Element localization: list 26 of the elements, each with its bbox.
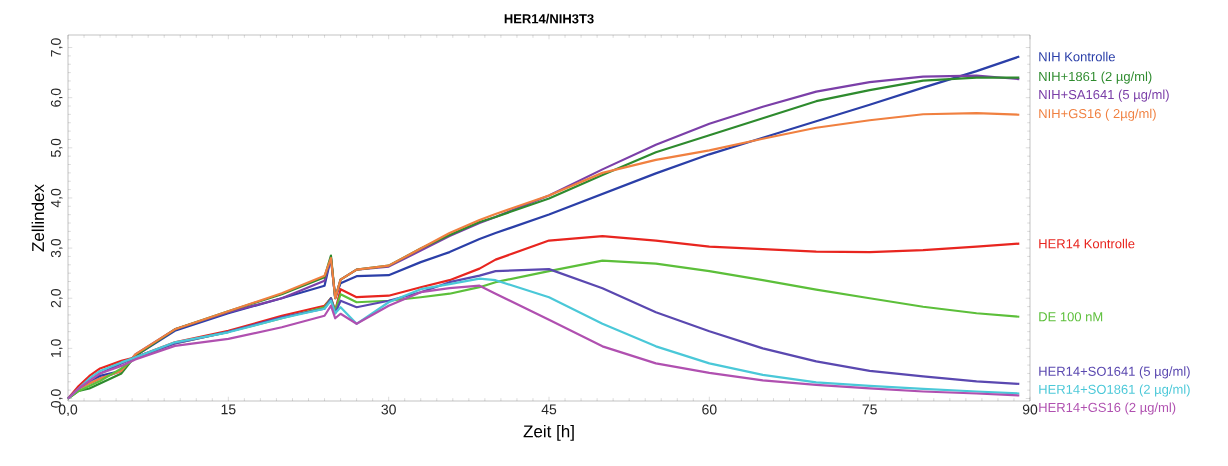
y-tick-label: 1,0 — [50, 339, 63, 358]
x-tick-label: 75 — [862, 404, 877, 415]
series-label: HER14+SO1861 (2 µg/ml) — [1039, 384, 1190, 397]
series-label: HER14+SO1641 (5 µg/ml) — [1039, 366, 1190, 379]
y-tick-label: 7,0 — [50, 38, 63, 57]
x-axis-title: Zeit [h] — [523, 424, 574, 441]
x-tick-label: 60 — [702, 404, 717, 415]
line-series — [66, 234, 1021, 400]
series-label: HER14 Kontrolle — [1039, 238, 1135, 249]
series-label: HER14+GS16 (2 µg/ml) — [1039, 402, 1176, 415]
x-tick-label: 90 — [1022, 404, 1038, 415]
series-label: NIH+SA1641 (5 µg/ml) — [1039, 89, 1169, 102]
series-label: DE 100 nM — [1039, 312, 1103, 322]
y-axis-title: Zellindex — [31, 184, 45, 252]
y-tick-label: 4,0 — [50, 188, 63, 208]
x-tick-label: 45 — [541, 404, 557, 415]
chart-title: HER14/NIH3T3 — [504, 13, 594, 24]
y-tick-label: 6,0 — [50, 88, 63, 107]
series-label: NIH+GS16 ( 2µg/ml) — [1039, 108, 1156, 121]
y-tick-label: 5,0 — [50, 138, 63, 157]
x-tick-label: 15 — [221, 404, 236, 415]
series-label: NIH Kontrolle — [1039, 51, 1115, 62]
y-tick-label: 3,0 — [50, 238, 63, 258]
y-tick-label: 2,0 — [50, 289, 63, 308]
x-tick-label: 30 — [381, 404, 396, 415]
series-label: NIH+1861 (2 µg/ml) — [1039, 71, 1152, 84]
